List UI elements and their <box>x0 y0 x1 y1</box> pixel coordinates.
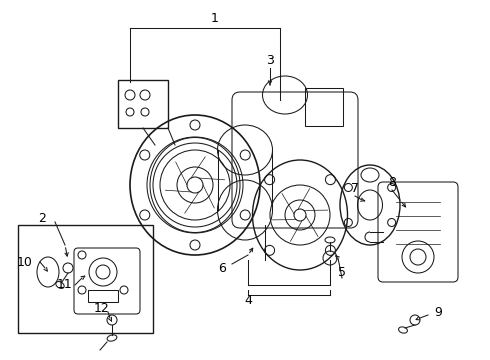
Text: 10: 10 <box>17 256 33 269</box>
Bar <box>88 290 118 302</box>
Text: 2: 2 <box>38 212 46 225</box>
Text: 12: 12 <box>94 302 110 315</box>
Bar <box>305 88 343 126</box>
Text: 1: 1 <box>211 12 219 24</box>
Text: 3: 3 <box>266 54 274 67</box>
Text: 11: 11 <box>57 279 73 292</box>
Text: 8: 8 <box>388 176 396 189</box>
Text: 5: 5 <box>338 266 346 279</box>
Text: 4: 4 <box>244 293 252 306</box>
Bar <box>118 80 168 128</box>
Text: 9: 9 <box>434 306 442 319</box>
Text: 6: 6 <box>218 261 226 275</box>
Bar <box>18 225 153 333</box>
Text: 7: 7 <box>351 181 359 194</box>
